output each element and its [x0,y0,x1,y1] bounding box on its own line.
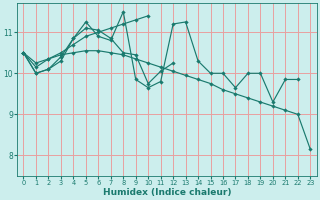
X-axis label: Humidex (Indice chaleur): Humidex (Indice chaleur) [103,188,231,197]
